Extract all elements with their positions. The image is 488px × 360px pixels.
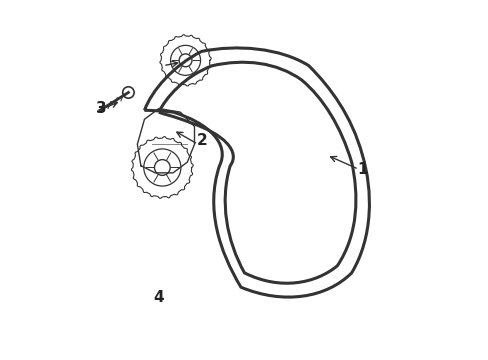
Text: 4: 4 (153, 291, 164, 305)
Text: 2: 2 (196, 133, 206, 148)
Text: 3: 3 (96, 101, 107, 116)
Text: 1: 1 (356, 162, 367, 177)
